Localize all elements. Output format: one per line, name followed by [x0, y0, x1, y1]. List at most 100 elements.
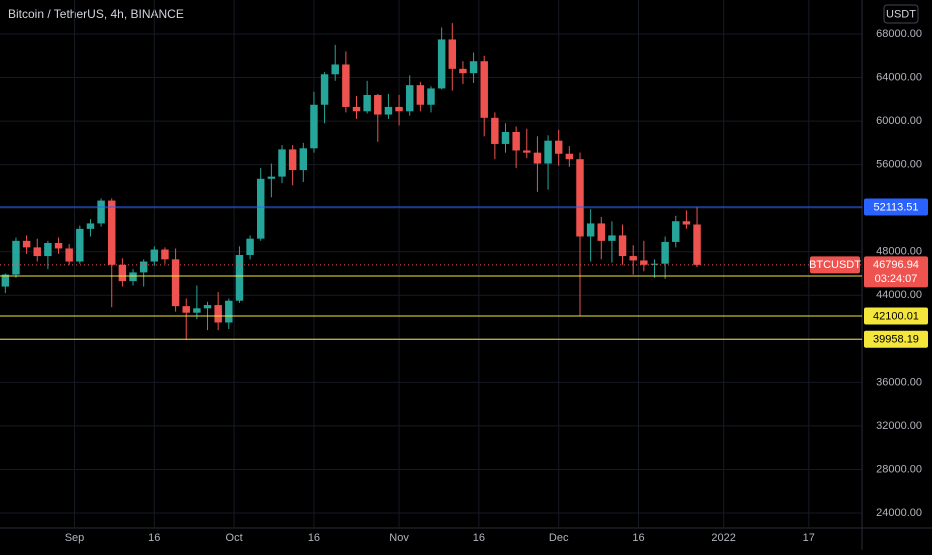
level-label: 52113.51	[873, 201, 918, 213]
candle-body	[416, 85, 425, 105]
candle-body	[342, 64, 350, 107]
x-tick-label: Sep	[65, 532, 85, 544]
x-tick-label: 2022	[711, 532, 735, 544]
level-label-box	[864, 198, 928, 216]
candle-body	[523, 150, 531, 153]
symbol-label: BTCUSDT	[809, 259, 861, 271]
candle-body	[171, 259, 180, 307]
candle-body	[533, 152, 542, 164]
candle-body	[629, 256, 637, 261]
candle-body	[480, 61, 488, 118]
last-price-box	[864, 256, 928, 288]
last-price-label: 46796.94	[873, 259, 919, 271]
candle-body	[395, 106, 403, 112]
candle-body	[33, 247, 41, 257]
candle-body	[139, 261, 148, 273]
candle-body	[65, 248, 73, 262]
y-tick-label: 48000.00	[876, 246, 922, 258]
candle-body	[650, 263, 659, 265]
candle-body	[203, 305, 212, 309]
x-tick-label: 16	[148, 532, 160, 544]
candle-body	[544, 140, 552, 164]
candle-body	[331, 64, 339, 75]
currency-button[interactable]	[883, 4, 919, 24]
x-tick-label: 17	[803, 532, 815, 544]
candle-body	[225, 300, 233, 323]
y-tick-label: 64000.00	[876, 71, 922, 83]
candle-body	[97, 200, 105, 224]
candle-body	[682, 221, 691, 225]
y-tick-label: 24000.00	[876, 507, 922, 519]
candle-body	[576, 159, 584, 237]
y-tick-label: 32000.00	[876, 420, 922, 432]
candle-body	[672, 221, 680, 242]
y-tick-label: 60000.00	[876, 115, 922, 127]
candle-body	[491, 117, 499, 144]
candle-body	[459, 68, 467, 74]
level-label: 39958.19	[873, 334, 919, 346]
candle-body	[12, 240, 20, 275]
candle-body	[565, 153, 574, 160]
candle-body	[288, 149, 297, 171]
candle-body	[278, 149, 286, 177]
candle-body	[44, 243, 52, 257]
candle-body	[586, 223, 595, 237]
candle-body	[246, 238, 254, 255]
level-label-box	[864, 307, 928, 325]
candle-body	[310, 104, 318, 149]
candle-body	[257, 178, 265, 239]
candle-body	[267, 176, 276, 179]
candle-body	[118, 264, 127, 282]
candle-body	[193, 308, 201, 313]
symbol-box	[810, 256, 860, 274]
candle-body	[150, 249, 159, 262]
y-tick-label: 56000.00	[876, 159, 922, 171]
x-tick-label: Nov	[389, 532, 409, 544]
candle-body	[640, 260, 648, 265]
candle-body	[182, 306, 190, 313]
candle-body	[608, 235, 616, 241]
candle-body	[320, 74, 329, 105]
candle-body	[693, 224, 701, 265]
candle-body	[512, 131, 520, 151]
candle-body	[129, 272, 137, 282]
chart-title: Bitcoin / TetherUS, 4h, BINANCE	[8, 7, 184, 21]
candle-body	[661, 241, 669, 264]
candle-body	[363, 94, 371, 112]
candle-body	[108, 200, 116, 265]
candle-body	[352, 106, 361, 112]
x-tick-label: 16	[473, 532, 485, 544]
candle-body	[554, 140, 563, 154]
currency-label[interactable]: USDT	[886, 8, 916, 20]
x-tick-label: 16	[308, 532, 320, 544]
y-tick-label: 44000.00	[876, 289, 922, 301]
candle-body	[469, 61, 478, 74]
candle-body	[1, 274, 10, 287]
level-label-box	[864, 330, 928, 348]
candle-body	[597, 223, 605, 241]
candle-body	[235, 254, 244, 301]
x-tick-label: Dec	[549, 532, 569, 544]
candle-body	[448, 39, 457, 69]
y-tick-label: 36000.00	[876, 376, 922, 388]
level-label: 42100.01	[873, 310, 919, 322]
x-tick-label: 16	[632, 532, 644, 544]
countdown-label: 03:24:07	[875, 273, 918, 285]
candle-body	[161, 249, 169, 260]
candle-body	[374, 94, 382, 115]
candle-body	[618, 235, 627, 257]
candle-body	[405, 85, 414, 112]
y-tick-label: 68000.00	[876, 28, 922, 40]
x-tick-label: Oct	[226, 532, 243, 544]
candle-body	[299, 148, 308, 171]
candle-body	[214, 305, 222, 323]
candle-body	[427, 88, 435, 105]
candle-body	[501, 131, 510, 144]
candle-body	[384, 106, 393, 115]
candle-body	[437, 39, 446, 89]
candle-body	[86, 223, 95, 229]
candle-body	[76, 228, 84, 262]
candle-body	[22, 240, 31, 248]
